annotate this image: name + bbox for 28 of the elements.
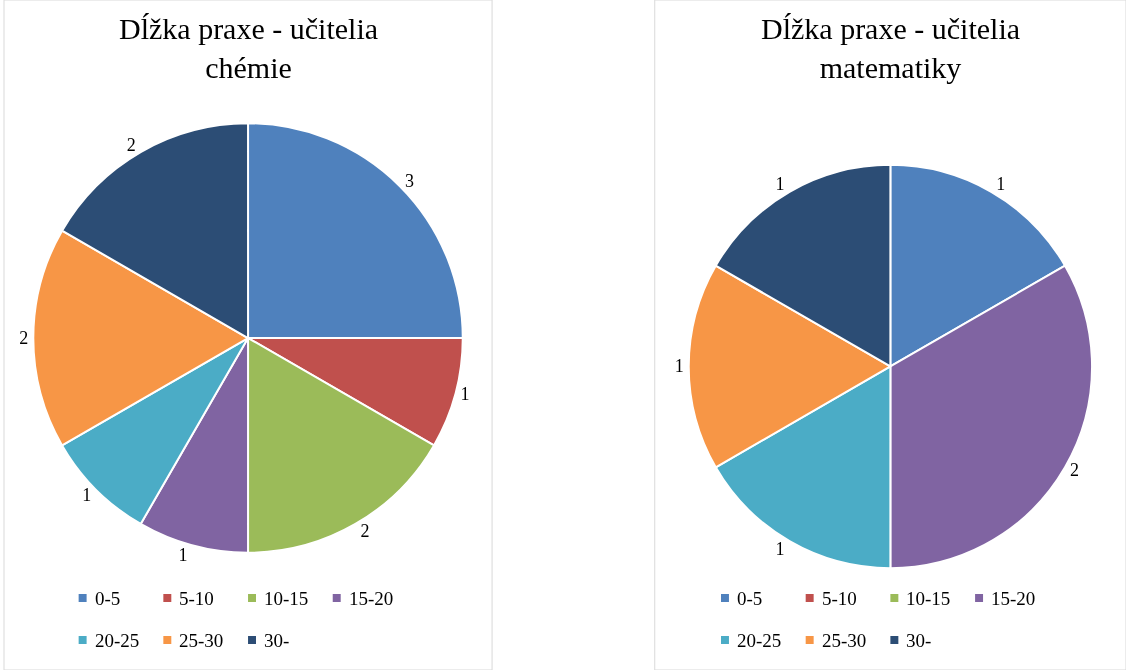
data-label: 1 [82, 484, 92, 505]
legend-label: 30- [906, 630, 932, 651]
legend-label: 15-20 [349, 588, 394, 609]
legend-label: 0-5 [737, 588, 763, 609]
legend-label: 25-30 [179, 630, 224, 651]
data-label: 1 [674, 356, 684, 377]
legend-label: 15-20 [991, 588, 1036, 609]
legend-label: 20-25 [95, 630, 140, 651]
data-label: 1 [996, 174, 1006, 195]
legend-label: 0-5 [95, 588, 121, 609]
legend-label: 5-10 [179, 588, 214, 609]
legend-label: 30- [264, 630, 290, 651]
data-label: 2 [126, 134, 136, 155]
data-label: 2 [19, 328, 29, 349]
legend-label: 10-15 [264, 588, 309, 609]
data-label: 3 [404, 171, 414, 192]
chart-title: Dĺžka praxe - učitelia matematiky [761, 12, 1021, 84]
legend-label: 25-30 [822, 630, 867, 651]
legend-label: 10-15 [906, 588, 951, 609]
legend-label: 20-25 [737, 630, 782, 651]
data-label: 1 [178, 544, 188, 565]
data-label: 2 [1070, 459, 1080, 480]
data-label: 1 [460, 384, 470, 405]
data-label: 2 [360, 521, 370, 542]
data-label: 1 [775, 174, 785, 195]
legend-label: 5-10 [822, 588, 857, 609]
data-label: 1 [775, 538, 785, 559]
chart-title: Dĺžka praxe - učitelia chémie [119, 12, 379, 84]
